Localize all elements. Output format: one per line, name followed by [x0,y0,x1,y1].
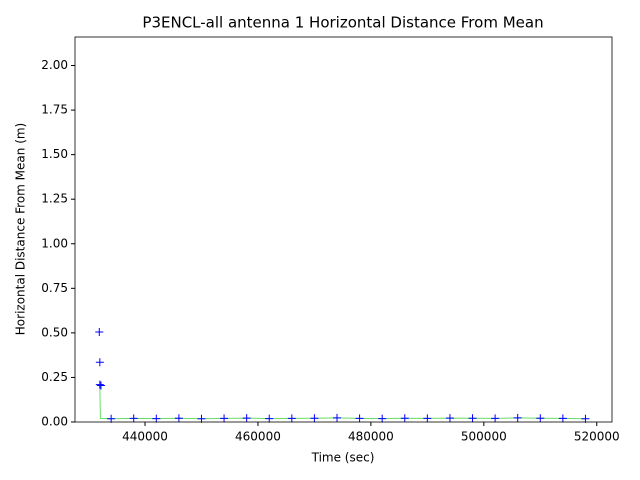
data-point [513,413,522,422]
data-point [378,414,387,423]
data-point [174,414,183,423]
y-tick-label: 0.50 [41,325,68,339]
data-line [99,386,586,420]
data-point [107,414,116,423]
data-point [355,414,364,423]
data-point [129,414,138,423]
y-tick-label: 1.00 [41,236,68,250]
x-tick-label: 460000 [235,430,281,444]
y-tick-label: 1.25 [41,192,68,206]
y-tick-label: 2.00 [41,58,68,72]
data-point [242,414,251,423]
data-point [95,358,104,367]
data-point [558,414,567,423]
data-point [95,327,104,336]
data-point [468,414,477,423]
data-point [400,414,409,423]
x-tick-label: 520000 [574,430,620,444]
data-point [310,414,319,423]
data-point [536,414,545,423]
data-point [96,381,105,390]
data-point [197,414,206,423]
plot-frame [74,36,613,423]
data-point [220,414,229,423]
x-tick-label: 500000 [461,430,507,444]
y-axis-label: Horizontal Distance From Mean (m) [14,123,28,335]
chart-title: P3ENCL-all antenna 1 Horizontal Distance… [142,14,543,32]
data-point [265,414,274,423]
data-point [445,414,454,423]
data-point [152,414,161,423]
data-point [333,413,342,422]
y-tick-label: 0.00 [41,415,68,429]
y-tick-label: 0.75 [41,281,68,295]
x-axis-label: Time (sec) [311,451,375,465]
y-tick-label: 0.25 [41,370,68,384]
y-tick-label: 1.75 [41,103,68,117]
data-point [95,380,104,389]
data-point [581,414,590,423]
x-tick-label: 440000 [122,430,168,444]
data-point [287,414,296,423]
data-point [491,414,500,423]
data-point [423,414,432,423]
x-tick-label: 480000 [348,430,394,444]
y-tick-label: 1.50 [41,147,68,161]
